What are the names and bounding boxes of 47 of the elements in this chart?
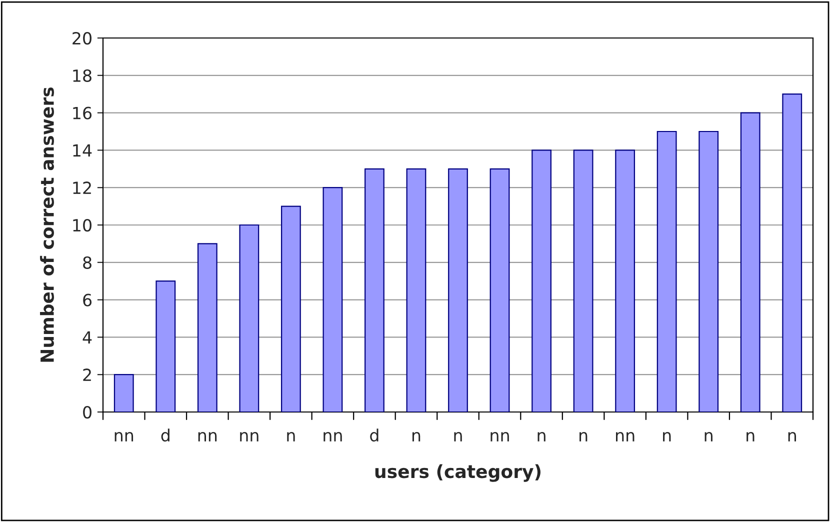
x-tick-label: n <box>580 432 588 442</box>
bar <box>698 130 719 412</box>
x-tick-label: n <box>788 432 796 442</box>
y-tick-label: 14 <box>73 144 92 157</box>
bar <box>448 168 468 412</box>
x-tick-label: n <box>746 432 754 442</box>
x-axis-title: users (category) <box>375 464 540 482</box>
y-tick-label: 2 <box>83 368 91 381</box>
x-tick-label: d <box>370 428 378 442</box>
bar <box>532 150 552 412</box>
y-tick-label: 4 <box>82 331 92 344</box>
x-tick-label: n <box>412 432 420 442</box>
bar <box>406 168 426 412</box>
bar <box>156 280 176 412</box>
y-tick-label: 16 <box>73 106 92 120</box>
x-tick-label: n <box>287 432 295 442</box>
bar <box>615 150 636 412</box>
x-tick-label: n <box>704 432 712 442</box>
y-axis-title: Number of correct answers <box>40 87 54 362</box>
bar <box>573 150 594 412</box>
x-tick-label: nn <box>114 432 134 442</box>
x-tick-label: nn <box>240 432 258 442</box>
bar <box>197 243 218 412</box>
bar <box>656 130 677 412</box>
bar <box>490 168 510 412</box>
y-tick-label: 12 <box>73 182 91 194</box>
x-tick-label: nn <box>324 432 342 442</box>
x-tick-label: nn <box>616 432 634 442</box>
y-tick-label: 6 <box>83 294 92 306</box>
x-tick-label: n <box>454 432 462 442</box>
bar <box>114 374 134 412</box>
bar <box>364 168 384 412</box>
y-tick-label: 0 <box>83 406 92 419</box>
bar <box>239 224 260 412</box>
x-tick-label: n <box>538 432 546 442</box>
bar <box>782 94 802 412</box>
bar <box>280 206 301 412</box>
y-tick-label: 10 <box>73 218 92 232</box>
bar <box>322 187 343 412</box>
x-tick-label: nn <box>198 432 217 442</box>
y-tick-label: 18 <box>73 69 92 82</box>
y-tick-label: 20 <box>72 32 92 45</box>
x-tick-label: n <box>663 432 671 442</box>
x-tick-label: nn <box>490 432 509 442</box>
x-tick-label: d <box>161 428 170 442</box>
y-tick-label: 8 <box>83 256 92 269</box>
bar <box>740 112 760 412</box>
